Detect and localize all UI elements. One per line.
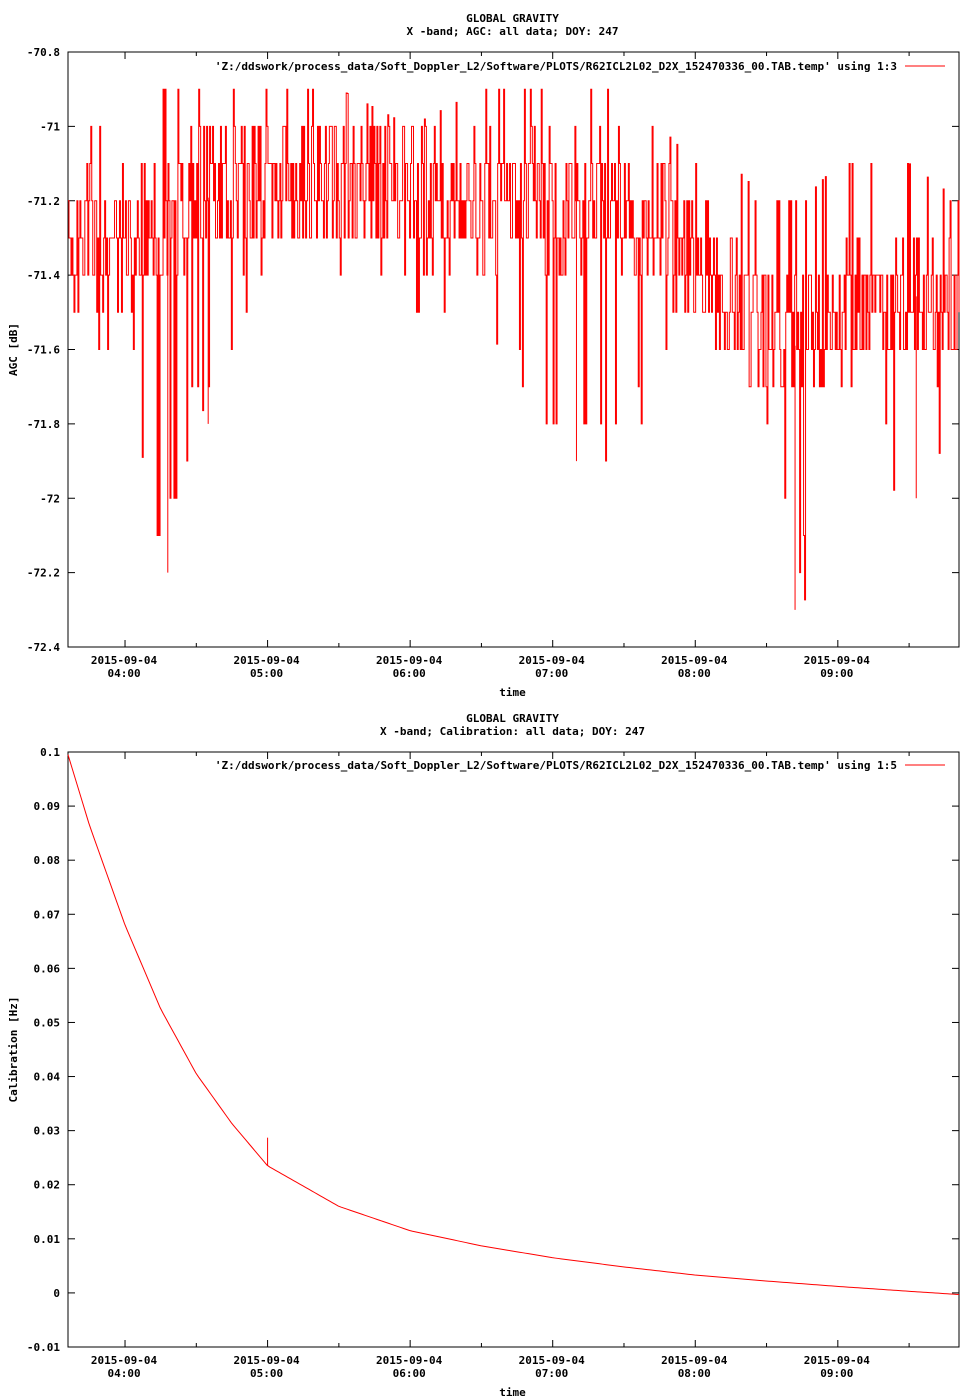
plot-area xyxy=(68,88,960,610)
x-tick-time-label: 07:00 xyxy=(535,667,568,680)
y-axis-label: Calibration [Hz] xyxy=(7,997,20,1103)
x-tick-time-label: 06:00 xyxy=(393,667,426,680)
y-tick-label: 0.07 xyxy=(34,908,61,921)
y-tick-label: -71.4 xyxy=(27,269,60,282)
x-tick-time-label: 05:00 xyxy=(250,1367,283,1380)
x-tick-time-label: 09:00 xyxy=(820,667,853,680)
series-line xyxy=(68,88,960,601)
y-tick-label: 0.06 xyxy=(34,962,61,975)
legend-label: 'Z:/ddswork/process_data/Soft_Doppler_L2… xyxy=(215,759,897,772)
agc-chart: GLOBAL GRAVITY X -band; AGC: all data; D… xyxy=(7,12,960,699)
x-tick-time-label: 04:00 xyxy=(107,1367,140,1380)
chart-subtitle: X -band; Calibration: all data; DOY: 247 xyxy=(380,725,645,738)
y-tick-label: -71.2 xyxy=(27,195,60,208)
y-tick-label: 0.03 xyxy=(34,1125,61,1138)
x-tick-date-label: 2015-09-04 xyxy=(804,1354,871,1367)
x-tick-time-label: 09:00 xyxy=(820,1367,853,1380)
x-tick-time-label: 07:00 xyxy=(535,1367,568,1380)
y-tick-label: 0.04 xyxy=(34,1071,61,1084)
x-tick-date-label: 2015-09-04 xyxy=(91,1354,158,1367)
x-tick-date-label: 2015-09-04 xyxy=(91,654,158,667)
x-tick-time-label: 04:00 xyxy=(107,667,140,680)
y-tick-label: -72.4 xyxy=(27,641,60,654)
x-tick-date-label: 2015-09-04 xyxy=(661,654,728,667)
x-tick-time-label: 06:00 xyxy=(393,1367,426,1380)
y-tick-label: 0.1 xyxy=(40,746,60,759)
x-tick-date-label: 2015-09-04 xyxy=(519,1354,586,1367)
chart-title: GLOBAL GRAVITY xyxy=(466,712,559,725)
plot-frame xyxy=(67,751,960,1348)
x-tick-time-label: 05:00 xyxy=(250,667,283,680)
legend-label: 'Z:/ddswork/process_data/Soft_Doppler_L2… xyxy=(215,60,897,73)
x-tick-date-label: 2015-09-04 xyxy=(233,654,300,667)
y-tick-label: -0.01 xyxy=(27,1341,60,1354)
y-tick-label: -71.8 xyxy=(27,418,60,431)
y-tick-label: 0.09 xyxy=(34,800,61,813)
x-tick-time-label: 08:00 xyxy=(678,667,711,680)
x-tick-date-label: 2015-09-04 xyxy=(233,1354,300,1367)
y-tick-label: -71.6 xyxy=(27,344,60,357)
chart-subtitle: X -band; AGC: all data; DOY: 247 xyxy=(407,25,619,38)
x-axis-label: time xyxy=(499,686,526,699)
y-tick-label: -72 xyxy=(40,492,60,505)
y-tick-label: -70.8 xyxy=(27,46,60,59)
y-tick-label: 0 xyxy=(53,1287,60,1300)
y-tick-label: -71 xyxy=(40,120,60,133)
chart-title: GLOBAL GRAVITY xyxy=(466,12,559,25)
axis-ticks: -70.8 -71 -71.2 -71.4 -71.6 -71.8 -72 -72.2 -72.… xyxy=(27,46,959,680)
axis-ticks: 0.1 0.09 0.08 0.07 0.06 0.05 0.04 0.03 0.02 0.01 0… xyxy=(27,746,959,1380)
y-tick-label: 0.02 xyxy=(34,1179,61,1192)
x-tick-date-label: 2015-09-04 xyxy=(804,654,871,667)
y-tick-label: 0.01 xyxy=(34,1233,61,1246)
x-tick-date-label: 2015-09-04 xyxy=(661,1354,728,1367)
y-tick-label: 0.08 xyxy=(34,854,61,867)
x-tick-date-label: 2015-09-04 xyxy=(519,654,586,667)
calibration-chart: GLOBAL GRAVITY X -band; Calibration: all… xyxy=(7,712,960,1399)
x-axis-label: time xyxy=(499,1386,526,1399)
series-line xyxy=(67,754,960,1296)
x-tick-date-label: 2015-09-04 xyxy=(376,1354,443,1367)
plot-area xyxy=(67,754,960,1296)
y-tick-label: 0.05 xyxy=(34,1016,61,1029)
y-axis-label: AGC [dB] xyxy=(7,323,20,376)
x-tick-date-label: 2015-09-04 xyxy=(376,654,443,667)
y-tick-label: -72.2 xyxy=(27,567,60,580)
x-tick-time-label: 08:00 xyxy=(678,1367,711,1380)
